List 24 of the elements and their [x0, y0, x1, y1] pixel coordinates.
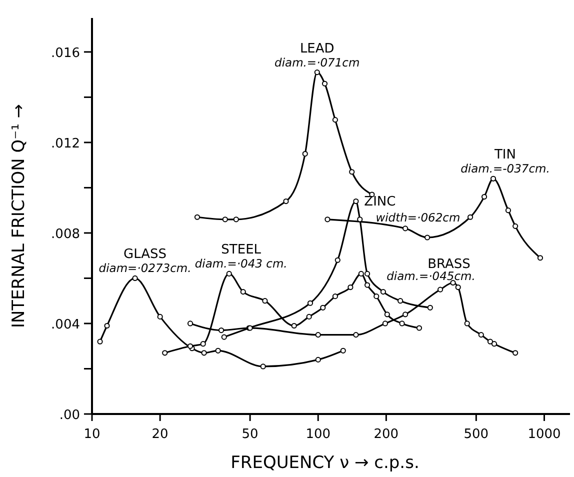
series-label: TIN: [494, 148, 516, 163]
series-label: GLASS: [124, 247, 167, 262]
x-tick-label: 1000: [528, 427, 561, 442]
x-tick-label: 10: [84, 427, 100, 442]
annotation: width=·062cm: [376, 210, 460, 224]
y-tick-label: .012: [51, 136, 80, 152]
y-axis-title: INTERNAL FRICTION Q⁻¹ →: [9, 104, 29, 328]
y-tick-label: .004: [51, 317, 80, 332]
x-tick-label: 100: [306, 427, 331, 442]
series-label: LEAD: [300, 41, 334, 56]
x-tick-label: 20: [152, 427, 168, 442]
series-label: ZINC: [364, 194, 396, 210]
x-axis-title: FREQUENCY ν → c.p.s.: [230, 453, 420, 473]
x-tick-label: 200: [374, 427, 399, 442]
y-tick-label: .00: [59, 408, 80, 423]
annotation: diam.=·043 cm.: [194, 256, 288, 271]
x-tick-label: 50: [242, 427, 258, 442]
series-label: STEEL: [221, 242, 262, 258]
y-tick-label: .016: [51, 46, 80, 61]
x-tick-label: 500: [464, 427, 489, 442]
annotation: diam.=·071cm: [274, 55, 360, 70]
annotation: diam=·0273cm.: [98, 261, 192, 276]
annotation: diam.=-037cm.: [460, 162, 550, 176]
y-tick-label: .008: [51, 226, 80, 242]
